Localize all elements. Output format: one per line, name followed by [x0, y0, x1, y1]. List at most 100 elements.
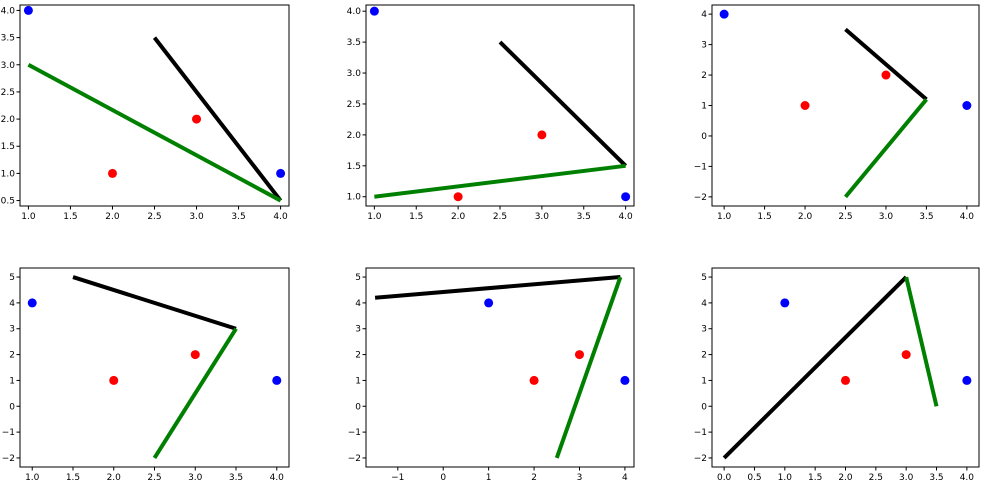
blue-point [620, 375, 630, 385]
x-tick-label: 2.5 [838, 212, 852, 222]
axes-frame [19, 4, 290, 207]
x-tick-label: 1.0 [367, 212, 382, 222]
black-line [72, 275, 237, 331]
x-tick-label: 0.0 [717, 473, 732, 481]
x-tick-label: 3.0 [189, 212, 204, 222]
y-tick-label: −2 [694, 454, 707, 464]
x-tick-label: 4.0 [960, 212, 975, 222]
x-tick-label: 2.0 [105, 212, 120, 222]
y-tick-label: −2 [2, 454, 15, 464]
x-tick-label: 1.5 [63, 212, 77, 222]
y-tick-label: 3 [701, 325, 707, 335]
red-point [107, 168, 117, 178]
green-line [843, 98, 928, 199]
x-tick-label: 2 [531, 473, 537, 481]
plot-area [27, 275, 282, 460]
black-line [374, 275, 621, 300]
x-tick-label: −1 [391, 473, 404, 481]
green-line [904, 276, 939, 407]
y-tick-label: 3.5 [347, 38, 361, 48]
x-tick-label: 4.0 [270, 473, 285, 481]
subplot-5: −1 0 1 2 3 4 −2 −1 0 1 2 3 4 5 [348, 267, 635, 481]
y-tick-label: 4.0 [347, 7, 362, 17]
x-tick-label: 1.0 [21, 212, 36, 222]
x-tick-label: 2.5 [493, 212, 507, 222]
red-point [192, 114, 202, 124]
blue-point [962, 101, 972, 110]
x-tick-label: 1 [486, 473, 492, 481]
y-tick-label: 2 [355, 351, 361, 361]
x-tick-label: 3 [577, 473, 583, 481]
red-point [453, 192, 463, 202]
y-tick-label: 3 [701, 41, 707, 51]
blue-point [23, 5, 33, 15]
x-tick-label: 1.5 [757, 212, 771, 222]
x-tick-label: 3.5 [577, 212, 591, 222]
y-tick-label: 1 [355, 376, 361, 386]
red-point [841, 375, 850, 385]
blue-point [962, 375, 972, 385]
y-tick-label: 2.0 [347, 131, 362, 141]
y-tick-label: 3 [9, 325, 15, 335]
y-tick-label: 0.5 [1, 197, 15, 207]
y-tick-label: −1 [694, 162, 707, 172]
y-tick-label: 2.0 [1, 115, 16, 125]
y-tick-label: 0 [701, 132, 707, 142]
y-tick-label: 2 [701, 71, 707, 81]
y-tick-label: 5 [9, 273, 15, 283]
y-tick-label: 0 [355, 402, 361, 412]
y-tick-label: 0 [701, 402, 707, 412]
x-tick-label: 4.0 [960, 473, 975, 481]
y-tick-label: 2.5 [1, 88, 15, 98]
x-tick-label: 3.0 [879, 212, 894, 222]
axes-frame [365, 4, 635, 207]
plot-area [719, 9, 972, 199]
x-tick-label: 4.0 [618, 212, 633, 222]
red-point [537, 130, 547, 140]
axes-frame [365, 267, 635, 468]
plot-area [722, 275, 972, 460]
blue-point [27, 298, 37, 308]
x-tick-label: 1.0 [25, 473, 40, 481]
y-tick-label: 1.0 [1, 169, 16, 179]
y-tick-label: 1.0 [347, 193, 362, 203]
y-tick-label: 2 [701, 351, 707, 361]
y-tick-label: 2.5 [347, 100, 361, 110]
x-tick-label: 3.0 [188, 473, 203, 481]
x-tick-label: 3.0 [899, 473, 914, 481]
blue-point [369, 6, 379, 16]
subplot-2: 1.0 1.5 2.0 2.5 3.0 3.5 4.0 1.0 1.5 2.0 2.5 3.0 3.5 4… [347, 4, 635, 222]
x-tick-label: 3.0 [535, 212, 550, 222]
x-tick-label: 1.0 [717, 212, 732, 222]
x-tick-label: 1.5 [409, 212, 423, 222]
y-tick-label: 1.5 [1, 142, 15, 152]
plot-area [369, 6, 631, 202]
black-line [844, 27, 928, 101]
y-tick-label: 4 [355, 299, 361, 309]
plot-area [23, 5, 286, 203]
red-point [574, 350, 584, 360]
y-tick-label: 4 [701, 10, 707, 20]
subplot-3: 1.0 1.5 2.0 2.5 3.0 3.5 4.0 −2 −1 0 1 2 3 4 [694, 4, 980, 222]
x-tick-label: 0 [440, 473, 446, 481]
y-tick-label: 5 [701, 273, 707, 283]
x-tick-label: 2.0 [451, 212, 466, 222]
y-tick-label: 1 [701, 102, 707, 112]
x-tick-label: 3.5 [919, 212, 933, 222]
x-tick-label: 2.5 [147, 473, 161, 481]
green-line [27, 62, 282, 203]
x-tick-label: 1.5 [808, 473, 822, 481]
y-tick-label: 3.0 [1, 61, 16, 71]
red-point [800, 101, 810, 110]
y-tick-label: 3 [355, 325, 361, 335]
y-tick-label: 4 [9, 299, 15, 309]
x-tick-label: 2.0 [107, 473, 122, 481]
y-tick-label: −2 [694, 193, 707, 203]
subplot-4: 1.0 1.5 2.0 2.5 3.0 3.5 4.0 −2 −1 0 1 2 3 4 5 [2, 267, 290, 481]
blue-point [719, 9, 729, 19]
blue-point [276, 168, 286, 178]
blue-point [780, 298, 790, 308]
subplot-1: 1.0 1.5 2.0 2.5 3.0 3.5 4.0 0.5 1.0 1.5 2.0 2.5 3.0 3… [1, 4, 290, 222]
y-tick-label: −1 [694, 428, 707, 438]
